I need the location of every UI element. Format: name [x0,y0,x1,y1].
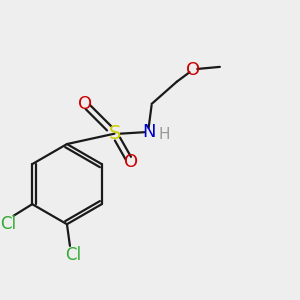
Text: O: O [78,95,92,113]
Text: S: S [108,124,121,143]
Text: N: N [142,123,155,141]
Text: H: H [158,127,170,142]
Text: O: O [124,153,138,171]
Text: O: O [186,61,200,79]
Text: Cl: Cl [65,246,81,264]
Text: Cl: Cl [0,215,16,233]
